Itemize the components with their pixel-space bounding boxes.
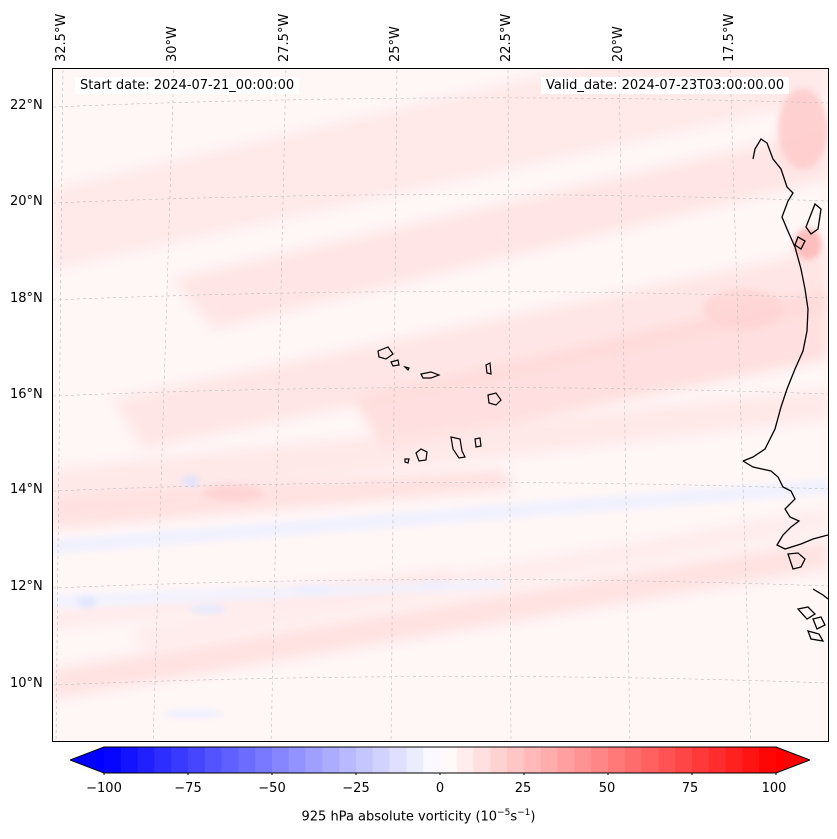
colorbar-segment: [507, 747, 525, 773]
colorbar-segment: [423, 747, 441, 773]
colorbar-segment: [456, 747, 475, 773]
bijagos-3: [806, 630, 825, 642]
colorbar-segment: [725, 747, 743, 773]
colorbar-tick: 25: [514, 781, 532, 796]
colorbar-extend-max: [776, 747, 810, 773]
lat-label-18n: 18°N: [10, 291, 43, 306]
colorbar-extend-min: [70, 747, 104, 773]
colorbar-segment: [137, 747, 155, 773]
coast-mauritania: [742, 138, 809, 462]
colorbar-tick: 100: [761, 781, 787, 796]
colorbar-segment: [708, 747, 727, 773]
colorbar-segment: [238, 747, 256, 773]
colorbar-segment: [490, 747, 508, 773]
colorbar-label: 925 hPa absolute vorticity (10−5s−1): [301, 808, 536, 825]
lat-label-20n: 20°N: [10, 194, 43, 209]
lat-label-22n: 22°N: [10, 98, 43, 113]
colorbar: [68, 745, 812, 775]
bijagos-1: [796, 606, 817, 620]
island-sao-vicente: [390, 359, 400, 367]
colorbar-tick: −75: [174, 781, 202, 796]
colorbar-segment: [188, 747, 206, 773]
colorbar-segment: [154, 747, 172, 773]
lon-label-32-5w: 32.5°W: [54, 13, 69, 62]
colorbar-gradient: [68, 746, 812, 775]
lon-label-27-5w: 27.5°W: [277, 13, 292, 62]
lon-label-17-5w: 17.5°W: [722, 13, 737, 62]
island-sao-nicolau: [420, 371, 441, 379]
colorbar-segment: [742, 747, 760, 773]
cape-verde-islands: [377, 346, 502, 464]
colorbar-segment: [624, 747, 643, 773]
lon-label-25w: 25°W: [388, 26, 403, 62]
colorbar-segment: [658, 747, 676, 773]
colorbar-tick: −50: [258, 781, 286, 796]
colorbar-segment: [356, 747, 374, 773]
colorbar-segment: [104, 747, 122, 773]
lon-label-22-5w: 22.5°W: [499, 13, 514, 62]
colorbar-segment: [120, 747, 139, 773]
island-santa-luzia: [403, 365, 410, 372]
lat-label-10n: 10°N: [10, 676, 43, 691]
colorbar-segment: [288, 747, 307, 773]
colorbar-segment: [641, 747, 659, 773]
colorbar-tick: 0: [435, 781, 445, 796]
colorbar-segment: [272, 747, 290, 773]
colorbar-segment: [440, 747, 458, 773]
colorbar-segment: [574, 747, 592, 773]
coast-senegal-gambia: [742, 460, 828, 550]
colorbar-segment: [591, 747, 609, 773]
coast-guinea-bissau: [812, 588, 828, 600]
colorbar-segment: [540, 747, 559, 773]
colorbar-segment: [675, 747, 693, 773]
colorbar-segment: [692, 747, 710, 773]
colorbar-segment: [557, 747, 575, 773]
island-santo-antao: [377, 346, 394, 360]
island-brava: [404, 458, 410, 464]
colorbar-tick: −100: [86, 781, 122, 796]
valid-date-label: Valid_date: 2024-07-23T03:00:00.00: [541, 77, 790, 94]
colorbar-segment: [524, 747, 542, 773]
lat-label-12n: 12°N: [10, 579, 43, 594]
colorbar-segment: [473, 747, 491, 773]
vorticity-field-map: [53, 69, 828, 741]
coastal-islet: [794, 236, 806, 250]
lat-label-14n: 14°N: [10, 482, 43, 497]
colorbar-tick: 50: [598, 781, 616, 796]
colorbar-segment: [339, 747, 357, 773]
colorbar-tick: 75: [681, 781, 699, 796]
banc-arguin-island: [805, 202, 822, 235]
island-boa-vista: [487, 392, 502, 406]
start-date-label: Start date: 2024-07-21_00:00:00: [75, 77, 300, 94]
colorbar-segment: [608, 747, 626, 773]
west-africa-coastline: [742, 138, 828, 642]
lon-label-20w: 20°W: [611, 26, 626, 62]
colorbar-segment: [406, 747, 424, 773]
colorbar-segment: [372, 747, 391, 773]
map-panel[interactable]: Start date: 2024-07-21_00:00:00 Valid_da…: [52, 68, 829, 742]
island-maio: [474, 437, 482, 448]
colorbar-segment: [322, 747, 340, 773]
island-sal: [485, 362, 492, 375]
lat-label-16n: 16°N: [10, 387, 43, 402]
colorbar-segment: [204, 747, 223, 773]
colorbar-segment: [221, 747, 239, 773]
bijagos-2: [812, 616, 826, 630]
negative-vorticity-streaks: [53, 476, 828, 718]
colorbar-tick: −25: [342, 781, 370, 796]
colorbar-segment: [759, 747, 777, 773]
graticule: [53, 69, 828, 741]
colorbar-segment: [389, 747, 407, 773]
lon-label-30w: 30°W: [165, 26, 180, 62]
island-santiago: [450, 436, 466, 459]
coastal-maxima: [203, 89, 828, 501]
colorbar-segment: [255, 747, 273, 773]
colorbar-segment: [305, 747, 323, 773]
island-fogo: [415, 448, 428, 462]
gambia-estuary: [787, 552, 806, 570]
colorbar-segment: [171, 747, 189, 773]
